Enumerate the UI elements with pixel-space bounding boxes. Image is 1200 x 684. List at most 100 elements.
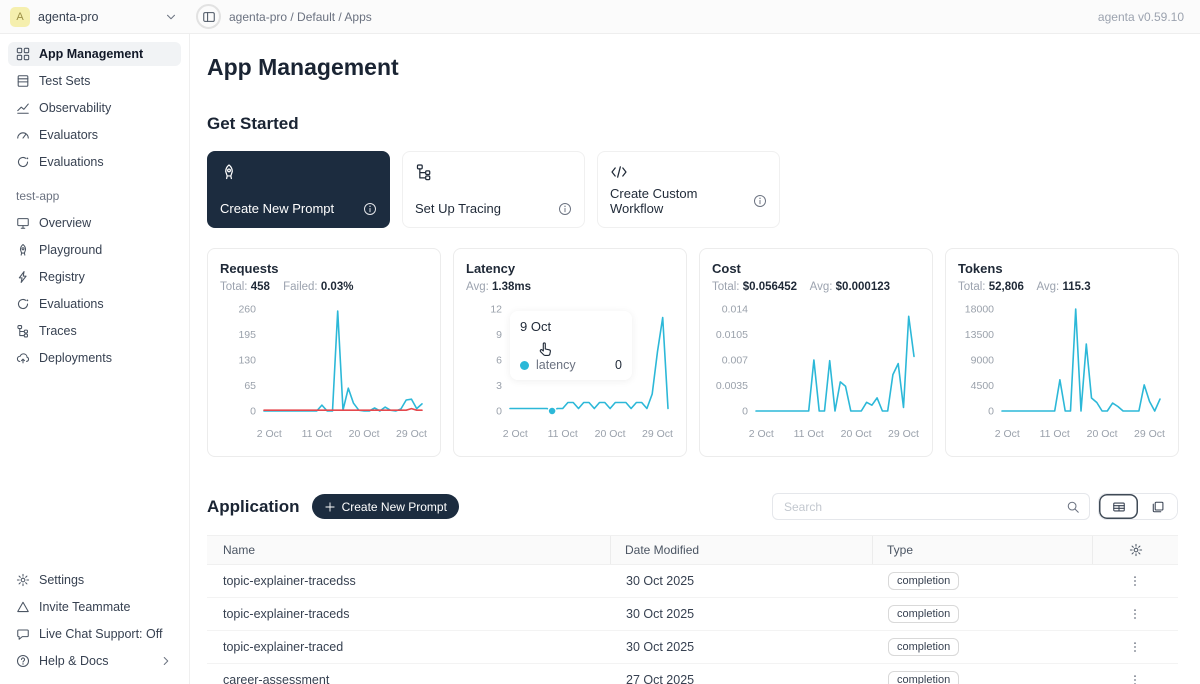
workspace-switcher[interactable]: A agenta-pro bbox=[0, 0, 190, 33]
sidebar-item-test-sets[interactable]: Test Sets bbox=[8, 69, 181, 93]
column-header-date-modified[interactable]: Date Modified bbox=[610, 536, 872, 564]
sidebar-toggle-button[interactable] bbox=[196, 4, 221, 29]
svg-text:0.014: 0.014 bbox=[722, 304, 748, 316]
tokens-line-chart[interactable]: 18000135009000450002 Oct11 Oct20 Oct29 O… bbox=[958, 295, 1168, 443]
workspace-name: agenta-pro bbox=[38, 10, 98, 24]
sidebar-item-traces[interactable]: Traces bbox=[8, 319, 181, 343]
sidebar-item-overview[interactable]: Overview bbox=[8, 211, 181, 235]
sidebar-item-help-docs[interactable]: Help & Docs bbox=[8, 649, 181, 673]
info-icon[interactable] bbox=[558, 202, 572, 216]
svg-text:12: 12 bbox=[490, 304, 502, 316]
table-row[interactable]: topic-explainer-traceds 30 Oct 2025 comp… bbox=[207, 598, 1178, 631]
app-name: topic-explainer-traced bbox=[207, 640, 610, 654]
chart-stats: Total: 52,806 Avg: 115.3 bbox=[958, 281, 1166, 293]
table-row[interactable]: topic-explainer-tracedss 30 Oct 2025 com… bbox=[207, 565, 1178, 598]
row-menu-button[interactable] bbox=[1092, 673, 1178, 684]
svg-text:0: 0 bbox=[250, 406, 256, 418]
svg-text:6: 6 bbox=[496, 355, 502, 367]
svg-text:0: 0 bbox=[742, 406, 748, 418]
sidebar-item-label: Invite Teammate bbox=[39, 600, 130, 614]
app-name: career-assessment bbox=[207, 673, 610, 684]
sidebar-item-label: Deployments bbox=[39, 351, 112, 365]
svg-text:130: 130 bbox=[238, 355, 256, 367]
info-icon[interactable] bbox=[363, 202, 377, 216]
search-input[interactable] bbox=[782, 499, 1066, 515]
type-badge: completion bbox=[888, 572, 959, 590]
type-badge: completion bbox=[888, 605, 959, 623]
create-new-prompt-card[interactable]: Create New Prompt bbox=[207, 151, 390, 228]
tokens-chart-card: Tokens Total: 52,806 Avg: 115.3 18000135… bbox=[945, 248, 1179, 457]
sidebar-item-label: Test Sets bbox=[39, 74, 90, 88]
chevron-right-icon bbox=[159, 654, 173, 668]
table-row[interactable]: topic-explainer-traced 30 Oct 2025 compl… bbox=[207, 631, 1178, 664]
svg-text:2 Oct: 2 Oct bbox=[749, 428, 774, 440]
sidebar-item-label: Evaluations bbox=[39, 297, 104, 311]
svg-text:20 Oct: 20 Oct bbox=[349, 428, 380, 440]
sidebar-item-observability[interactable]: Observability bbox=[8, 96, 181, 120]
sidebar-item-app-evaluations[interactable]: Evaluations bbox=[8, 292, 181, 316]
metrics-charts: Requests Total: 458 Failed: 0.03% 260195… bbox=[207, 248, 1178, 457]
sidebar-item-label: Observability bbox=[39, 101, 111, 115]
svg-text:9000: 9000 bbox=[971, 355, 995, 367]
refresh-icon bbox=[16, 297, 30, 311]
card-view-button[interactable] bbox=[1138, 494, 1177, 519]
cost-line-chart[interactable]: 0.0140.01050.0070.003502 Oct11 Oct20 Oct… bbox=[712, 295, 922, 443]
create-custom-workflow-card[interactable]: Create Custom Workflow bbox=[597, 151, 780, 228]
info-icon[interactable] bbox=[753, 194, 767, 208]
sidebar-item-app-management[interactable]: App Management bbox=[8, 42, 181, 66]
sidebar-item-playground[interactable]: Playground bbox=[8, 238, 181, 262]
gear-icon bbox=[1129, 543, 1143, 557]
breadcrumb[interactable]: agenta-pro / Default / Apps bbox=[229, 10, 372, 24]
plus-icon bbox=[324, 501, 336, 513]
svg-text:0.0105: 0.0105 bbox=[716, 329, 748, 341]
tree-icon bbox=[16, 324, 30, 338]
dots-vertical-icon bbox=[1128, 607, 1142, 621]
top-bar: A agenta-pro agenta-pro / Default / Apps… bbox=[0, 0, 1200, 34]
column-header-name[interactable]: Name bbox=[207, 536, 610, 564]
row-menu-button[interactable] bbox=[1092, 574, 1178, 588]
sidebar-item-evaluations[interactable]: Evaluations bbox=[8, 150, 181, 174]
card-label: Create Custom Workflow bbox=[610, 186, 753, 216]
chart-tooltip: 9 Oct latency 0 bbox=[510, 311, 632, 380]
requests-line-chart[interactable]: 2601951306502 Oct11 Oct20 Oct29 Oct bbox=[220, 295, 430, 443]
table-settings-button[interactable] bbox=[1129, 543, 1143, 557]
sidebar-item-deployments[interactable]: Deployments bbox=[8, 346, 181, 370]
dots-vertical-icon bbox=[1128, 673, 1142, 684]
series-dot bbox=[520, 361, 529, 370]
sidebar-item-settings[interactable]: Settings bbox=[8, 568, 181, 592]
panel-icon bbox=[202, 10, 216, 24]
chart-stats: Total: 458 Failed: 0.03% bbox=[220, 281, 428, 293]
chart-title: Requests bbox=[220, 261, 428, 276]
dots-vertical-icon bbox=[1128, 574, 1142, 588]
svg-text:11 Oct: 11 Oct bbox=[794, 428, 824, 440]
svg-text:18000: 18000 bbox=[965, 304, 994, 316]
search-icon[interactable] bbox=[1066, 500, 1080, 514]
sidebar-item-registry[interactable]: Registry bbox=[8, 265, 181, 289]
chart-title: Tokens bbox=[958, 261, 1166, 276]
view-switcher bbox=[1098, 493, 1178, 520]
row-menu-button[interactable] bbox=[1092, 640, 1178, 654]
svg-text:29 Oct: 29 Oct bbox=[1134, 428, 1165, 440]
svg-text:29 Oct: 29 Oct bbox=[396, 428, 427, 440]
sidebar-item-evaluators[interactable]: Evaluators bbox=[8, 123, 181, 147]
app-date-modified: 30 Oct 2025 bbox=[610, 574, 872, 588]
sidebar-item-label: Settings bbox=[39, 573, 84, 587]
desktop-icon bbox=[16, 216, 30, 230]
sidebar-item-label: Evaluators bbox=[39, 128, 98, 142]
table-view-icon bbox=[1112, 500, 1126, 514]
sidebar: App Management Test Sets Observability E… bbox=[0, 34, 190, 684]
sidebar-item-live-chat-support[interactable]: Live Chat Support: Off bbox=[8, 622, 181, 646]
rocket-icon bbox=[220, 163, 238, 181]
table-view-button[interactable] bbox=[1099, 494, 1138, 519]
set-up-tracing-card[interactable]: Set Up Tracing bbox=[402, 151, 585, 228]
table-row[interactable]: career-assessment 27 Oct 2025 completion bbox=[207, 664, 1178, 684]
svg-text:3: 3 bbox=[496, 380, 502, 392]
chart-line-icon bbox=[16, 101, 30, 115]
svg-text:29 Oct: 29 Oct bbox=[642, 428, 673, 440]
create-new-prompt-button[interactable]: Create New Prompt bbox=[312, 494, 459, 519]
row-menu-button[interactable] bbox=[1092, 607, 1178, 621]
column-header-type[interactable]: Type bbox=[872, 536, 1092, 564]
code-icon bbox=[610, 163, 628, 181]
app-name: topic-explainer-traceds bbox=[207, 607, 610, 621]
sidebar-item-invite-teammate[interactable]: Invite Teammate bbox=[8, 595, 181, 619]
